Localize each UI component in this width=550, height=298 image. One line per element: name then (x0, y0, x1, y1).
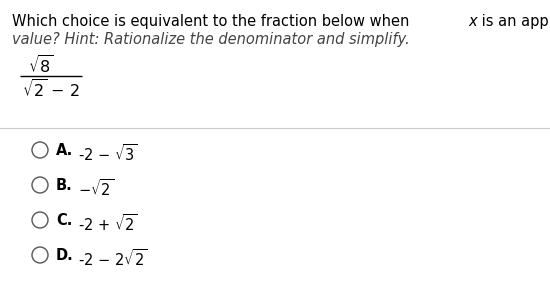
Text: Which choice is equivalent to the fraction below when: Which choice is equivalent to the fracti… (12, 14, 414, 29)
Text: C.: C. (56, 213, 73, 228)
Text: x: x (469, 14, 477, 29)
Text: -2 $-$ 2$\sqrt{2}$: -2 $-$ 2$\sqrt{2}$ (78, 248, 147, 269)
Text: is an appropriate: is an appropriate (477, 14, 550, 29)
Text: B.: B. (56, 178, 73, 193)
Text: $\sqrt{8}$: $\sqrt{8}$ (28, 55, 54, 77)
Text: value? Hint: Rationalize the denominator and simplify.: value? Hint: Rationalize the denominator… (12, 32, 410, 47)
Text: $\sqrt{2}$ − 2: $\sqrt{2}$ − 2 (22, 79, 80, 101)
Text: D.: D. (56, 248, 74, 263)
Text: $-\sqrt{2}$: $-\sqrt{2}$ (78, 178, 114, 199)
Text: -2 $+$ $\sqrt{2}$: -2 $+$ $\sqrt{2}$ (78, 213, 138, 234)
Text: -2 $-$ $\sqrt{3}$: -2 $-$ $\sqrt{3}$ (78, 143, 138, 164)
Text: A.: A. (56, 143, 73, 158)
